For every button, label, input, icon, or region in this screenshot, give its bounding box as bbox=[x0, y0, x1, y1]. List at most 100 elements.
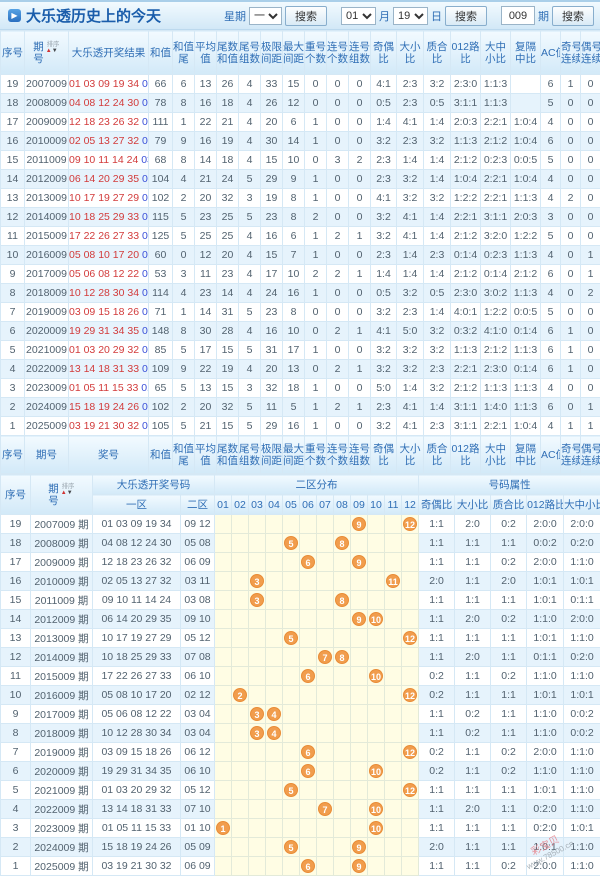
back-number-ball: 5 bbox=[284, 631, 298, 645]
dist-cell bbox=[215, 553, 232, 572]
stat-cell: 3:2 bbox=[397, 360, 424, 379]
week-select[interactable]: 一 bbox=[249, 7, 282, 25]
attr-cell: 1:1 bbox=[455, 762, 491, 781]
issue-input[interactable] bbox=[501, 6, 535, 25]
stat-cell: 2 bbox=[173, 398, 195, 417]
attr-cell: 0:2 bbox=[491, 553, 527, 572]
page-title: 大乐透历史上的今天 bbox=[26, 5, 161, 26]
stat-cell: 0 bbox=[327, 417, 349, 436]
issue-number: 2019009 bbox=[25, 303, 69, 322]
stat-cell: 15 bbox=[283, 75, 305, 94]
attr-cell: 1:1 bbox=[419, 534, 455, 553]
stat-cell: 0 bbox=[327, 284, 349, 303]
back-number-ball: 8 bbox=[335, 593, 349, 607]
back-number-ball: 8 bbox=[335, 650, 349, 664]
zone2-numbers: 03 04 bbox=[181, 724, 215, 743]
stat-cell: 1 bbox=[305, 341, 327, 360]
stat-cell: 2 bbox=[327, 322, 349, 341]
attr-cell: 2:0:0 bbox=[564, 610, 600, 629]
column-header: 尾号组数 bbox=[239, 436, 261, 474]
stat-cell: 1 bbox=[305, 284, 327, 303]
week-search-button[interactable]: 搜索 bbox=[285, 6, 327, 26]
month-select[interactable]: 01 bbox=[341, 7, 376, 25]
issue-search-button[interactable]: 搜索 bbox=[552, 6, 594, 26]
attr-cell: 1:1 bbox=[455, 572, 491, 591]
stat-cell: 25 bbox=[217, 208, 239, 227]
issue-number: 2017009 期 bbox=[31, 705, 93, 724]
issue-number: 2010009 bbox=[25, 132, 69, 151]
zone2-numbers: 06 12 bbox=[181, 743, 215, 762]
dist-cell bbox=[351, 572, 368, 591]
zone1-numbers: 01 03 20 29 32 bbox=[93, 781, 181, 800]
stat-cell: 3:2 bbox=[424, 341, 451, 360]
stat-cell: 78 bbox=[149, 94, 173, 113]
column-header: 连号个数 bbox=[327, 436, 349, 474]
attr-cell: 1:1 bbox=[419, 648, 455, 667]
stat-cell: 0 bbox=[581, 113, 600, 132]
stat-cell: 0 bbox=[173, 246, 195, 265]
row-index: 7 bbox=[1, 303, 25, 322]
attr-cell: 1:1 bbox=[491, 686, 527, 705]
draw-numbers: 13 14 18 31 33 07 10 bbox=[69, 360, 149, 379]
day-select[interactable]: 19 bbox=[393, 7, 428, 25]
stat-cell: 0 bbox=[327, 170, 349, 189]
back-zone-numbers: 02 12 bbox=[142, 249, 149, 261]
dist-cell bbox=[368, 838, 385, 857]
stat-cell: 2:1:2 bbox=[511, 265, 541, 284]
attr-cell: 0:2:0 bbox=[527, 800, 564, 819]
stat-cell: 22 bbox=[195, 113, 217, 132]
stat-cell: 1:4 bbox=[397, 265, 424, 284]
stat-cell: 18 bbox=[283, 379, 305, 398]
stat-cell: 15 bbox=[261, 151, 283, 170]
sort-descending-icon[interactable]: ▼ bbox=[52, 48, 58, 54]
dist-cell bbox=[283, 591, 300, 610]
dist-cell bbox=[215, 724, 232, 743]
stat-cell: 1:4 bbox=[397, 246, 424, 265]
stats-header-row: 序号期号排序▲▼大乐透开奖结果和值和值尾平均值尾数和值尾号组数极限间距最大间距重… bbox=[1, 31, 600, 75]
stat-cell: 24 bbox=[217, 170, 239, 189]
dist-cell bbox=[266, 781, 283, 800]
stats-footer-header-row: 序号期号奖号和值和值尾平均值尾数和值尾号组数极限间距最大间距重号个数连号个数连号… bbox=[1, 436, 600, 474]
dist-cell bbox=[334, 610, 351, 629]
attr-cell: 0:0:2 bbox=[527, 534, 564, 553]
stat-cell: 1 bbox=[349, 398, 371, 417]
stat-cell: 3:2 bbox=[424, 132, 451, 151]
dist-cell: 3 bbox=[249, 724, 266, 743]
back-number-ball: 6 bbox=[301, 859, 315, 873]
column-header: 重号个数 bbox=[305, 436, 327, 474]
stat-cell: 2:3 bbox=[397, 303, 424, 322]
stat-cell: 1 bbox=[349, 360, 371, 379]
row-index: 14 bbox=[1, 170, 25, 189]
stat-cell: 115 bbox=[149, 208, 173, 227]
draw-numbers: 15 18 19 24 26 05 09 bbox=[69, 398, 149, 417]
issue-column-header-sortable[interactable]: 期号排序▲▼ bbox=[31, 475, 93, 515]
issue-number: 2023009 bbox=[25, 379, 69, 398]
stat-cell: 1:1:3 bbox=[511, 246, 541, 265]
attr-cell: 2:0 bbox=[455, 800, 491, 819]
dist-cell bbox=[385, 705, 402, 724]
dist-cell: 1 bbox=[215, 819, 232, 838]
stat-cell: 25 bbox=[217, 227, 239, 246]
date-search-button[interactable]: 搜索 bbox=[445, 6, 487, 26]
attr-cell: 0:2:0 bbox=[564, 534, 600, 553]
dist-cell bbox=[385, 553, 402, 572]
attr-cell: 2:0 bbox=[455, 515, 491, 534]
column-header: 大中小比 bbox=[481, 436, 511, 474]
issue-column-header-sortable[interactable]: 期号排序▲▼ bbox=[25, 31, 69, 75]
stat-cell: 2 bbox=[581, 284, 600, 303]
stat-cell: 65 bbox=[149, 379, 173, 398]
stat-cell: 16 bbox=[195, 94, 217, 113]
dist-cell: 5 bbox=[283, 781, 300, 800]
stat-cell: 5 bbox=[283, 398, 305, 417]
back-number-ball: 6 bbox=[301, 745, 315, 759]
dist-cell bbox=[351, 800, 368, 819]
attr-cell: 2:0:0 bbox=[527, 553, 564, 572]
back-zone-numbers: 03 04 bbox=[142, 268, 149, 280]
sort-descending-icon[interactable]: ▼ bbox=[67, 490, 73, 496]
dist-cell bbox=[300, 610, 317, 629]
